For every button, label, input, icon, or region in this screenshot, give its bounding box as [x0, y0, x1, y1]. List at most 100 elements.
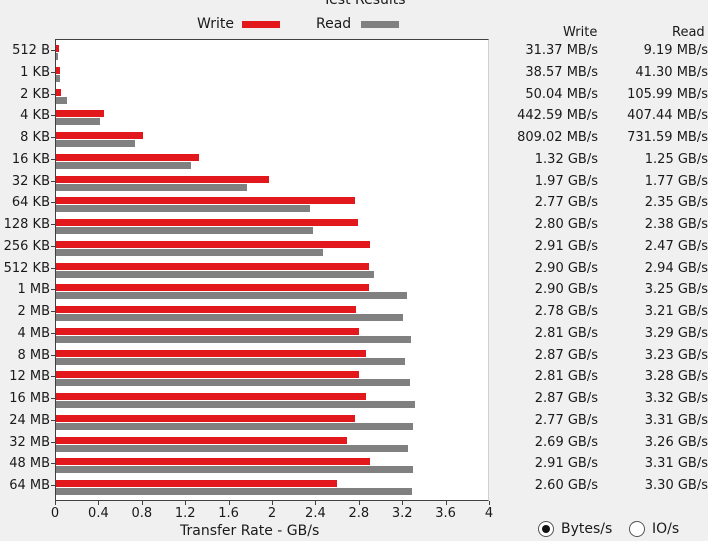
category-label: 512 B — [12, 43, 50, 58]
write-value: 2.78 GB/s — [534, 304, 598, 319]
read-bar — [56, 96, 68, 104]
write-value: 1.32 GB/s — [534, 151, 598, 167]
read-bar — [56, 379, 411, 387]
x-tick-label: 0.4 — [88, 506, 109, 521]
category-label: 64 KB — [11, 195, 50, 211]
category-label: 16 MB — [9, 391, 50, 406]
x-tick-label: 3.6 — [435, 506, 456, 521]
x-tick-label: 0.8 — [131, 506, 153, 521]
x-tick-label: 4 — [484, 506, 494, 521]
x-axis-label: Transfer Rate - GB/s — [180, 523, 320, 539]
read-value: 3.30 GB/s — [644, 478, 708, 493]
write-bar — [56, 197, 356, 205]
x-axis-tick — [445, 501, 447, 505]
write-bar — [56, 306, 357, 313]
x-axis-tick — [185, 501, 187, 505]
write-bar — [56, 240, 371, 248]
read-value: 2.35 GB/s — [644, 195, 708, 211]
read-value: 731.59 MB/s — [627, 130, 708, 145]
y-axis-tick — [51, 202, 55, 204]
read-value: 3.32 GB/s — [644, 391, 708, 406]
y-axis-tick — [51, 180, 55, 182]
x-axis-tick — [98, 501, 100, 505]
write-value: 2.87 GB/s — [534, 391, 598, 406]
read-bar — [56, 488, 413, 495]
y-axis-tick — [51, 71, 55, 73]
read-value: 3.23 GB/s — [644, 347, 708, 363]
write-value: 2.90 GB/s — [534, 282, 598, 298]
x-tick-label: 2.8 — [348, 506, 370, 521]
write-value: 2.77 GB/s — [534, 195, 598, 211]
read-value: 3.25 GB/s — [644, 282, 708, 298]
read-bar — [56, 270, 374, 278]
x-axis-tick — [272, 501, 273, 505]
bytes-per-second-radio[interactable] — [538, 521, 554, 537]
read-bar — [56, 335, 412, 343]
x-tick-label: 1.6 — [218, 506, 239, 521]
y-axis-tick — [51, 93, 55, 95]
write-bar — [56, 66, 61, 74]
y-axis-tick — [51, 115, 55, 117]
write-bar — [56, 436, 347, 444]
x-tick-label: 1.2 — [174, 506, 196, 521]
write-bar — [56, 219, 359, 226]
write-value: 2.91 GB/s — [534, 456, 598, 472]
io-per-second-label[interactable]: IO/s — [652, 521, 680, 537]
write-value: 2.81 GB/s — [534, 325, 598, 341]
read-value: 2.38 GB/s — [644, 217, 708, 232]
category-label: 4 MB — [17, 325, 50, 341]
read-bar — [56, 357, 405, 365]
chart-title: Test Results — [323, 0, 406, 8]
category-label: 2 MB — [17, 304, 50, 319]
category-label: 4 KB — [20, 108, 50, 124]
read-value: 2.47 GB/s — [644, 238, 708, 254]
write-value: 2.60 GB/s — [534, 478, 598, 493]
x-axis-tick — [489, 501, 490, 505]
read-value: 2.94 GB/s — [644, 260, 708, 276]
write-bar — [56, 262, 370, 270]
write-value: 38.57 MB/s — [525, 64, 598, 80]
category-label: 12 MB — [9, 369, 50, 385]
write-bar — [56, 480, 337, 487]
write-bar — [56, 88, 62, 96]
read-bar — [56, 466, 414, 474]
y-axis-tick — [51, 419, 55, 421]
x-tick-label: 2.4 — [305, 506, 326, 521]
y-axis-tick — [51, 224, 55, 225]
read-bar — [56, 74, 61, 82]
category-label: 24 MB — [9, 412, 50, 428]
y-axis-tick — [51, 245, 55, 247]
write-bar — [56, 45, 60, 52]
category-label: 512 KB — [3, 260, 50, 276]
category-label: 1 MB — [17, 282, 50, 298]
category-label: 8 MB — [17, 347, 50, 363]
write-value: 2.90 GB/s — [534, 260, 598, 276]
y-axis-tick — [51, 463, 55, 465]
category-label: 1 KB — [20, 64, 50, 80]
read-value: 105.99 MB/s — [627, 86, 708, 102]
x-tick-label: 3.2 — [391, 506, 413, 521]
write-value: 442.59 MB/s — [517, 108, 598, 124]
x-axis-tick — [141, 501, 143, 505]
read-bar — [56, 53, 58, 60]
read-bar — [56, 205, 310, 213]
write-value: 2.69 GB/s — [534, 434, 598, 450]
read-bar — [56, 227, 314, 234]
write-bar — [56, 458, 371, 466]
write-bar — [56, 414, 356, 422]
write-value: 50.04 MB/s — [525, 86, 598, 102]
read-bar — [56, 292, 407, 300]
write-bar — [56, 349, 366, 357]
y-axis-tick — [51, 398, 55, 399]
category-label: 32 KB — [11, 173, 50, 189]
write-bar — [56, 284, 370, 292]
y-axis-tick — [51, 267, 55, 269]
category-label: 8 KB — [20, 130, 50, 145]
category-label: 48 MB — [9, 456, 50, 472]
read-bar — [56, 140, 135, 147]
read-value: 41.30 MB/s — [635, 64, 708, 80]
bytes-per-second-label[interactable]: Bytes/s — [561, 521, 613, 537]
write-value: 2.81 GB/s — [534, 369, 598, 385]
write-bar — [56, 327, 360, 335]
io-per-second-radio[interactable] — [629, 521, 645, 537]
